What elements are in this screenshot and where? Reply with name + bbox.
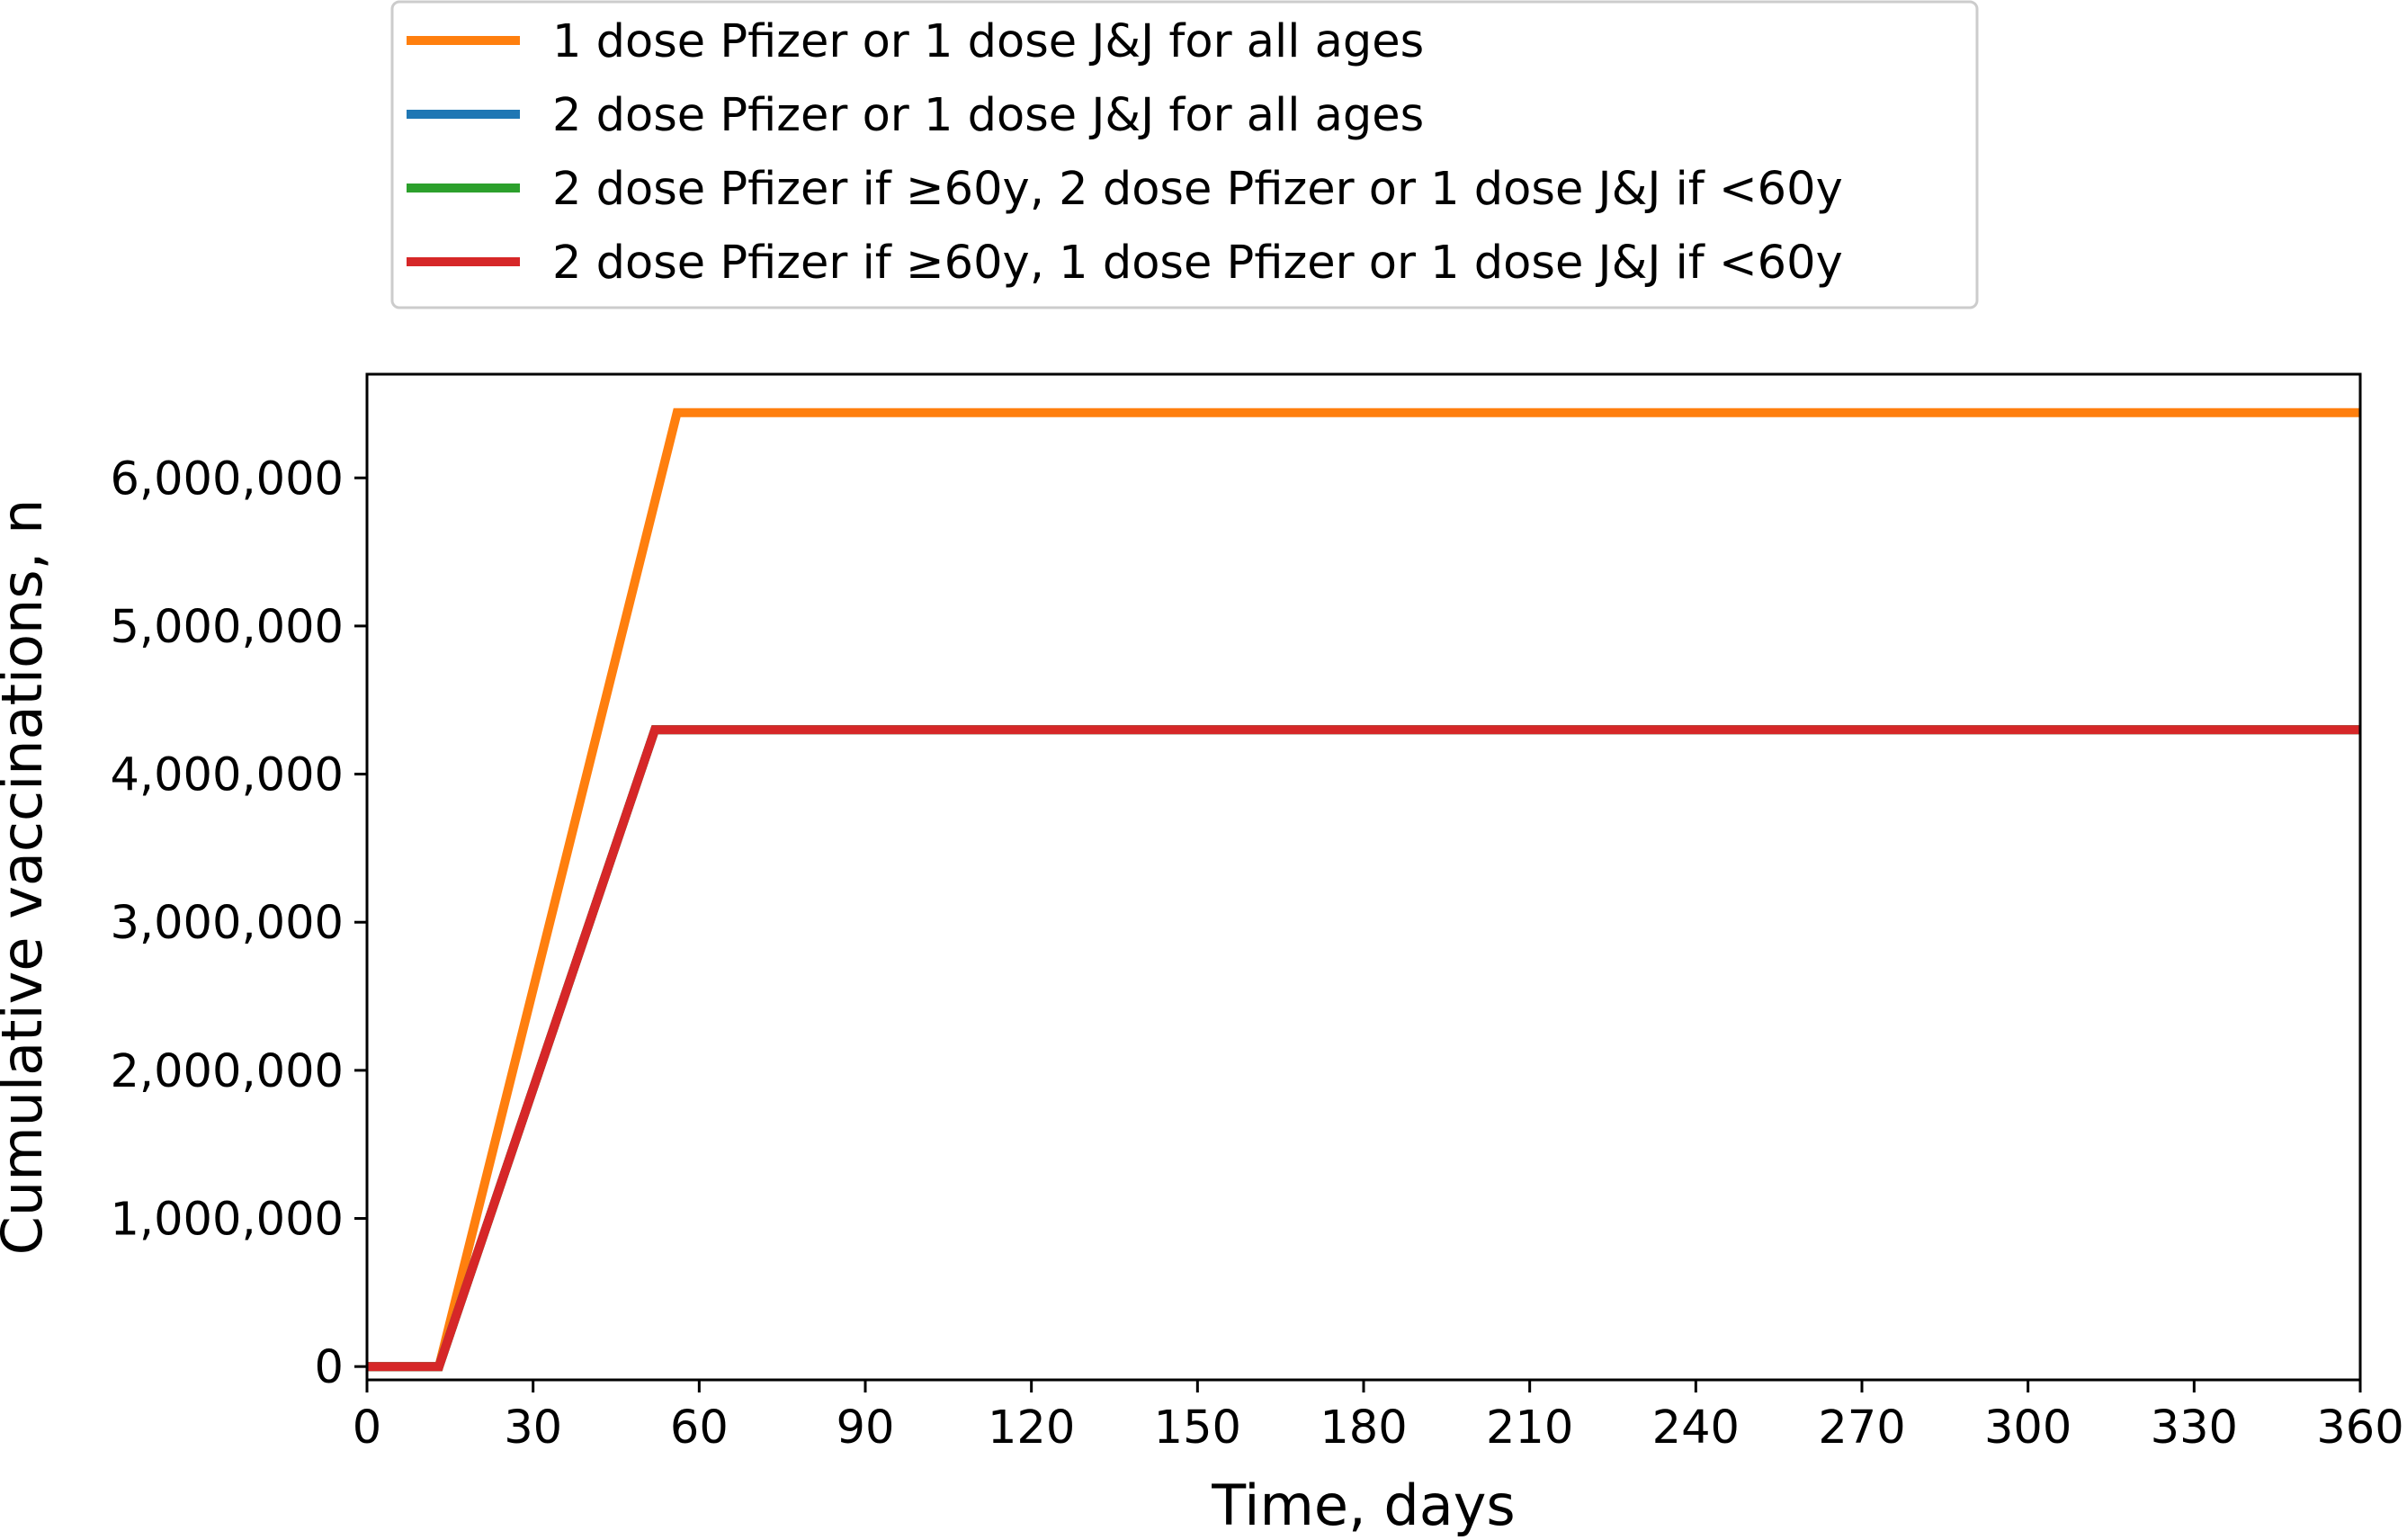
x-tick-label: 240 [1652, 1401, 1740, 1455]
series-line-2 [367, 725, 2360, 1372]
y-tick-label: 1,000,000 [110, 1194, 344, 1247]
x-tick-label: 90 [837, 1401, 895, 1455]
legend: 1 dose Pfizer or 1 dose J&J for all ages… [390, 0, 1979, 309]
y-tick-label: 3,000,000 [110, 897, 344, 950]
x-tick-label: 270 [1818, 1401, 1905, 1455]
x-tick-label: 360 [2316, 1401, 2403, 1455]
x-tick-label: 210 [1486, 1401, 1573, 1455]
y-tick-label: 0 [315, 1341, 344, 1394]
legend-label-2: 2 dose Pfizer or 1 dose J&J for all ages [552, 89, 1424, 142]
series-line-1 [367, 407, 2360, 1372]
x-tick-label: 180 [1320, 1401, 1407, 1455]
series-line-4 [367, 725, 2360, 1372]
plot-frame [365, 372, 2362, 1382]
legend-frame [390, 0, 1979, 309]
y-tick-label: 6,000,000 [110, 452, 344, 506]
y-tick-label: 4,000,000 [110, 749, 344, 802]
x-tick-label: 60 [670, 1401, 729, 1455]
x-tick-label: 330 [2151, 1401, 2238, 1455]
plot-area: 0 30 60 90 120 150 180 210 240 270 300 330 360 0 1,00… [110, 372, 2404, 1455]
x-tick-label: 120 [988, 1401, 1075, 1455]
y-axis-label: Cumulative vaccinations, n [0, 499, 55, 1256]
y-tick-label: 5,000,000 [110, 601, 344, 654]
x-axis-label: Time, days [1211, 1473, 1516, 1538]
x-tick-label: 300 [1984, 1401, 2071, 1455]
legend-label-4: 2 dose Pfizer if ≥60y, 1 dose Pfizer or … [552, 237, 1843, 290]
x-tick-label: 30 [504, 1401, 562, 1455]
y-tick-label: 2,000,000 [110, 1045, 344, 1098]
x-tick-label: 150 [1154, 1401, 1241, 1455]
x-tick-label: 0 [353, 1401, 381, 1455]
series-line-3 [367, 725, 2360, 1372]
legend-label-1: 1 dose Pfizer or 1 dose J&J for all ages [552, 15, 1424, 68]
legend-label-3: 2 dose Pfizer if ≥60y, 2 dose Pfizer or … [552, 163, 1843, 216]
